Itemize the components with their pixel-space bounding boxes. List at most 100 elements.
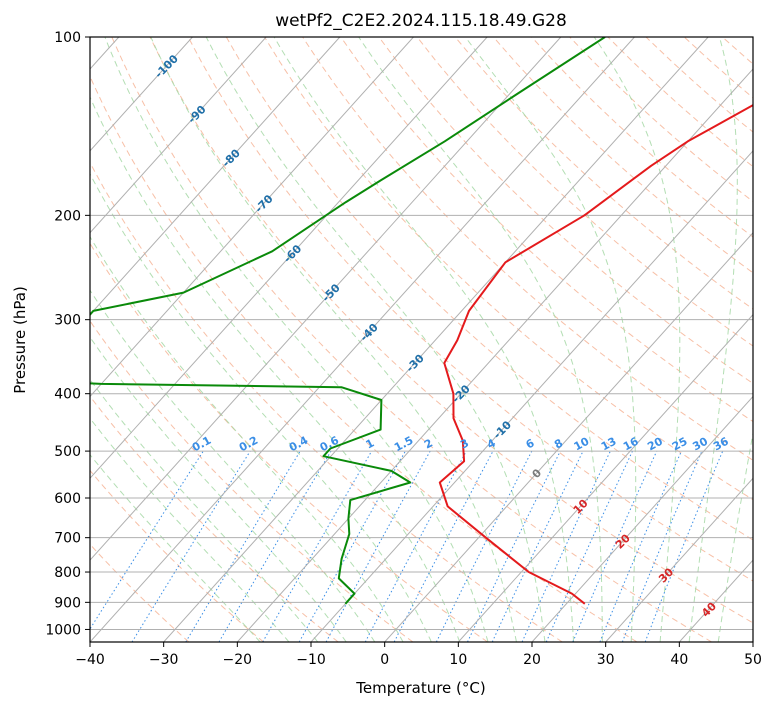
dry-adiabat <box>531 37 753 238</box>
moist-adiabat <box>150 37 517 642</box>
dry-adiabat <box>90 469 264 642</box>
mixing-ratio-line <box>572 450 658 642</box>
mixing-ratio-label: 13 <box>599 435 619 454</box>
moist-adiabat <box>90 289 376 642</box>
mixing-ratio-label: 36 <box>711 435 731 454</box>
moist-adiabat <box>90 235 404 642</box>
mixing-ratio-line <box>644 450 724 642</box>
mixing-ratio-line <box>364 450 467 642</box>
mixing-ratio-label: 30 <box>690 435 710 454</box>
moist-adiabat <box>464 37 637 642</box>
dewpoint-profile <box>90 37 606 605</box>
moist-adiabat <box>90 172 432 642</box>
dry-adiabat <box>225 37 753 541</box>
dry-adiabat <box>416 37 753 347</box>
moist-adiabat <box>90 378 319 642</box>
moist-adiabat <box>104 37 489 642</box>
x-tick-label: 0 <box>380 652 389 668</box>
mixing-ratio-line <box>131 450 251 642</box>
x-tick-label: −10 <box>296 652 326 668</box>
moist-adiabat <box>273 37 575 642</box>
dry-adiabat <box>378 37 753 385</box>
moist-adiabat <box>717 430 753 642</box>
y-tick-label: 600 <box>54 491 81 507</box>
y-axis-label: Pressure (hPa) <box>11 286 29 394</box>
dry-adiabat <box>90 543 190 642</box>
dry-adiabat <box>90 161 563 642</box>
plot-frame <box>89 36 754 643</box>
moist-adiabat <box>358 37 603 642</box>
moist-adiabat <box>90 417 290 642</box>
axes: −40 −30 −20 −10 0 10 20 30 40 50 100 200 300 400 500 60… <box>45 30 762 668</box>
profiles <box>90 37 753 605</box>
isotherm <box>90 37 488 480</box>
mixing-ratio-label: 3 <box>458 436 471 451</box>
dry-adiabat <box>454 37 753 310</box>
mixing-ratio-line <box>467 450 561 642</box>
x-tick-label: −40 <box>75 652 105 668</box>
moist-adiabat <box>90 95 461 642</box>
y-tick-label: 900 <box>54 595 81 611</box>
mixing-ratio-line <box>325 450 431 642</box>
x-axis-label: Temperature (°C) <box>355 679 485 697</box>
dry-adiabat <box>90 395 339 642</box>
dry-adiabat <box>149 37 753 624</box>
y-tick-label: 500 <box>54 444 81 460</box>
mixing-ratio-label: 20 <box>645 435 665 454</box>
isotherm <box>310 150 753 642</box>
x-tick-label: −30 <box>149 652 179 668</box>
isotherm <box>90 37 635 642</box>
y-tick-label: 100 <box>54 30 81 46</box>
mixing-ratio-line <box>621 450 703 642</box>
moist-adiabat <box>205 37 546 642</box>
x-tick-label: 30 <box>597 652 615 668</box>
mixing-ratio-line <box>185 450 301 642</box>
isotherm <box>90 37 267 234</box>
isotherms <box>90 37 753 642</box>
mixing-ratio-lines <box>90 450 724 642</box>
y-tick-label: 1000 <box>45 622 81 638</box>
mixing-ratio-line <box>90 450 204 630</box>
isotherm <box>531 395 753 642</box>
mixing-ratio-line <box>435 450 533 642</box>
x-tick-label: 50 <box>744 652 762 668</box>
moist-adiabat <box>688 37 738 642</box>
moist-adiabat <box>593 37 681 642</box>
isotherm <box>90 37 562 561</box>
x-tick-label: 40 <box>670 652 688 668</box>
mixing-ratio-label: 1 <box>364 436 377 451</box>
chart-title: wetPf2_C2E2.2024.115.18.49.G28 <box>275 11 567 31</box>
isotherm <box>90 37 414 398</box>
isotherm <box>163 37 709 642</box>
mixing-ratio-label: 25 <box>670 435 690 454</box>
y-tick-label: 800 <box>54 565 81 581</box>
isotherm-label: -100 <box>152 52 181 81</box>
isobars <box>90 37 753 630</box>
dry-adiabat <box>264 37 753 501</box>
dry-adiabat <box>683 37 753 99</box>
mixing-ratio-label: 2 <box>422 436 435 451</box>
isotherm <box>752 641 753 642</box>
isotherm <box>90 37 341 316</box>
y-tick-label: 300 <box>54 313 81 329</box>
mixing-ratio-line <box>298 450 406 642</box>
y-tick-label: 700 <box>54 531 81 547</box>
y-tick-label: 400 <box>54 387 81 403</box>
mixing-ratio-line <box>545 450 633 642</box>
plot-area <box>90 37 775 642</box>
mixing-ratio-label: 6 <box>524 436 537 451</box>
x-tick-label: 10 <box>449 652 467 668</box>
isotherm <box>236 68 753 642</box>
isotherm <box>457 313 753 642</box>
dry-adiabat <box>90 242 488 642</box>
moist-adiabat <box>90 453 261 642</box>
dry-adiabat <box>761 37 775 642</box>
dry-adiabats <box>90 37 775 642</box>
moist-adiabat <box>90 336 347 642</box>
isotherm <box>605 477 753 642</box>
dry-adiabat <box>607 37 753 168</box>
x-tick-label: −20 <box>223 652 253 668</box>
x-tick-label: 20 <box>523 652 541 668</box>
moist-adiabats <box>90 37 753 642</box>
